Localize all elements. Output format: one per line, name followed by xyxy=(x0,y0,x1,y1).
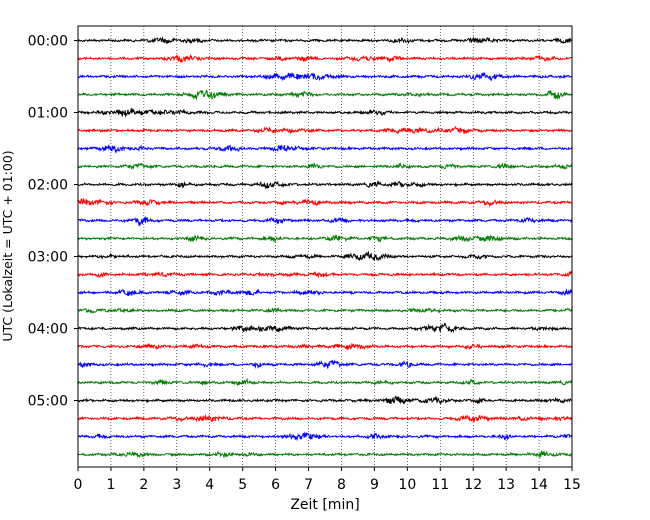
x-tick-label-3: 3 xyxy=(172,477,181,493)
trace-line-20 xyxy=(77,377,573,386)
y-tick-label-02:00: 02:00 xyxy=(28,178,68,194)
x-axis-label: Zeit [min] xyxy=(290,497,359,513)
y-tick-label-00:00: 00:00 xyxy=(28,34,68,50)
trace-line-21 xyxy=(77,395,573,405)
trace-line-1 xyxy=(77,36,573,45)
x-tick-label-5: 5 xyxy=(238,477,247,493)
y-tick-label-05:00: 05:00 xyxy=(28,394,68,410)
x-tick-label-13: 13 xyxy=(497,477,515,493)
x-tick-label-1: 1 xyxy=(106,477,115,493)
y-tick-label-01:00: 01:00 xyxy=(28,106,68,122)
trace-line-16 xyxy=(77,307,573,314)
trace-line-13 xyxy=(77,250,573,262)
trace-line-9 xyxy=(77,180,573,190)
trace-line-7 xyxy=(77,144,573,154)
x-tick-label-15: 15 xyxy=(563,477,581,493)
trace-line-24 xyxy=(77,449,573,459)
x-tick-label-12: 12 xyxy=(464,477,482,493)
x-tick-label-10: 10 xyxy=(398,477,416,493)
y-tick-label-03:00: 03:00 xyxy=(28,250,68,266)
trace-line-11 xyxy=(77,215,573,227)
x-tick-label-0: 0 xyxy=(74,477,83,493)
trace-line-23 xyxy=(77,431,573,442)
y-axis-ticks: 00:00 01:00 02:00 03:00 04:00 05:00 xyxy=(28,34,78,410)
plot-frame xyxy=(77,25,573,468)
x-axis-ticks: 0 1 2 3 4 5 6 7 8 9 10 11 12 13 14 15 xyxy=(74,467,581,493)
trace-line-5 xyxy=(77,108,573,118)
x-tick-label-8: 8 xyxy=(337,477,346,493)
trace-line-8 xyxy=(77,161,573,170)
x-tick-label-9: 9 xyxy=(370,477,379,493)
trace-line-2 xyxy=(77,53,573,63)
x-tick-label-11: 11 xyxy=(431,477,449,493)
trace-line-6 xyxy=(77,125,573,135)
trace-line-14 xyxy=(77,270,573,279)
y-axis-label: UTC (Lokalzeit = UTC + 01:00) xyxy=(0,150,15,341)
y-tick-label-04:00: 04:00 xyxy=(28,322,68,338)
x-tick-label-2: 2 xyxy=(139,477,148,493)
x-tick-label-6: 6 xyxy=(271,477,280,493)
trace-line-12 xyxy=(77,234,573,244)
trace-line-4 xyxy=(77,89,573,101)
x-tick-label-7: 7 xyxy=(304,477,313,493)
x-tick-label-14: 14 xyxy=(530,477,548,493)
trace-line-10 xyxy=(77,197,573,208)
trace-line-22 xyxy=(77,414,573,423)
trace-line-18 xyxy=(77,342,573,351)
trace-line-19 xyxy=(77,359,573,370)
x-tick-label-4: 4 xyxy=(205,477,214,493)
trace-line-3 xyxy=(77,71,573,82)
seismic-traces xyxy=(77,36,573,459)
trace-line-15 xyxy=(77,288,573,297)
trace-line-17 xyxy=(77,322,573,334)
